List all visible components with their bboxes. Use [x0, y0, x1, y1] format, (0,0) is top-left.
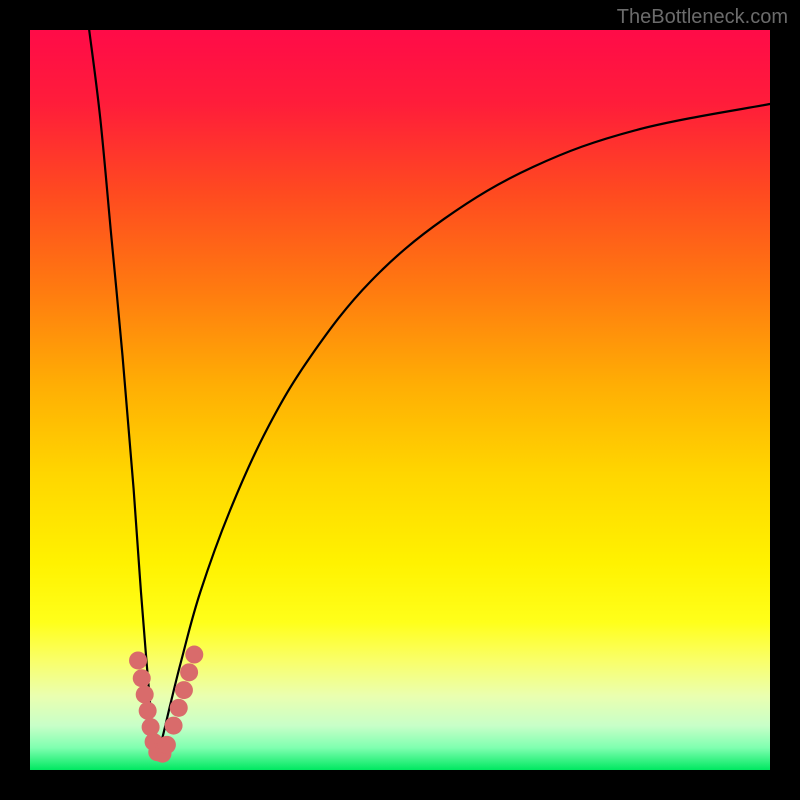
highlight-marker: [180, 663, 198, 681]
highlight-marker: [158, 736, 176, 754]
highlight-marker: [139, 702, 157, 720]
highlight-marker: [170, 699, 188, 717]
highlight-marker: [175, 681, 193, 699]
highlight-marker: [133, 669, 151, 687]
highlight-marker: [185, 646, 203, 664]
highlight-marker: [136, 686, 154, 704]
attribution-text: TheBottleneck.com: [617, 6, 788, 29]
highlight-marker: [165, 717, 183, 735]
highlight-marker: [129, 651, 147, 669]
bottleneck-chart: [0, 0, 800, 800]
highlight-marker: [142, 718, 160, 736]
